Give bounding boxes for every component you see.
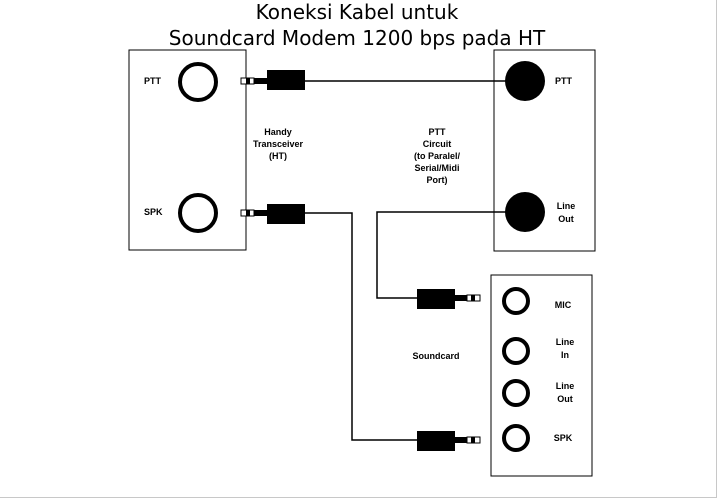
ht-caption-line-1: Handy (264, 127, 292, 137)
ptt-caption-line-2: Circuit (423, 139, 452, 149)
soundcard-box (490, 274, 593, 477)
ht-ptt-label: PTT (144, 76, 162, 86)
soundcard-linein-label-1: Line (556, 337, 575, 347)
soundcard-linein-label-2: In (561, 350, 569, 360)
soundcard-spk-jack (502, 424, 530, 452)
ht-spk-label: SPK (144, 207, 163, 217)
ht-box (128, 49, 247, 251)
soundcard-lineout-label-2: Out (557, 394, 573, 404)
ptt-circuit-box (493, 49, 596, 252)
plug-ht-ptt (240, 70, 305, 90)
soundcard-lineout-jack (502, 379, 530, 407)
soundcard-mic-jack (502, 287, 530, 315)
ptt-circuit-lineout-jack (505, 192, 545, 232)
plug-soundcard-spk (417, 431, 481, 451)
title-line-1: Koneksi Kabel untuk (256, 0, 459, 24)
soundcard-mic-label: MIC (555, 300, 572, 310)
ht-caption-line-2: Transceiver (253, 139, 304, 149)
ht-caption-line-3: (HT) (269, 151, 287, 161)
ptt-caption-line-5: Port) (427, 175, 448, 185)
ht-ptt-jack (178, 62, 218, 102)
ht-spk-jack (178, 193, 218, 233)
ptt-caption-line-3: (to Paralel/ (414, 151, 461, 161)
soundcard-spk-label: SPK (554, 433, 573, 443)
ptt-circuit-ptt-jack (505, 61, 545, 101)
ptt-circuit-lineout-label-1: Line (557, 201, 576, 211)
plug-ht-spk (240, 204, 305, 224)
soundcard-linein-jack (502, 337, 530, 365)
soundcard-lineout-label-1: Line (556, 381, 575, 391)
ptt-caption-line-1: PTT (429, 127, 447, 137)
wire-lineout-mic (376, 211, 506, 299)
ptt-circuit-lineout-label-2: Out (558, 214, 574, 224)
wire-spk (305, 212, 417, 441)
ptt-caption-line-4: Serial/Midi (414, 163, 459, 173)
soundcard-caption: Soundcard (412, 351, 459, 361)
title-line-2: Soundcard Modem 1200 bps pada HT (169, 26, 546, 50)
ptt-circuit-ptt-label: PTT (555, 76, 573, 86)
plug-soundcard-mic (417, 289, 481, 309)
